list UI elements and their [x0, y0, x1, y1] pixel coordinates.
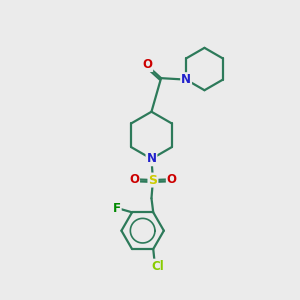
Text: Cl: Cl: [152, 260, 165, 273]
Text: O: O: [142, 58, 152, 71]
Text: N: N: [181, 73, 191, 86]
Text: F: F: [113, 202, 121, 215]
Text: O: O: [129, 173, 139, 186]
Text: S: S: [148, 173, 158, 187]
Text: O: O: [167, 173, 177, 186]
Text: N: N: [146, 152, 157, 165]
